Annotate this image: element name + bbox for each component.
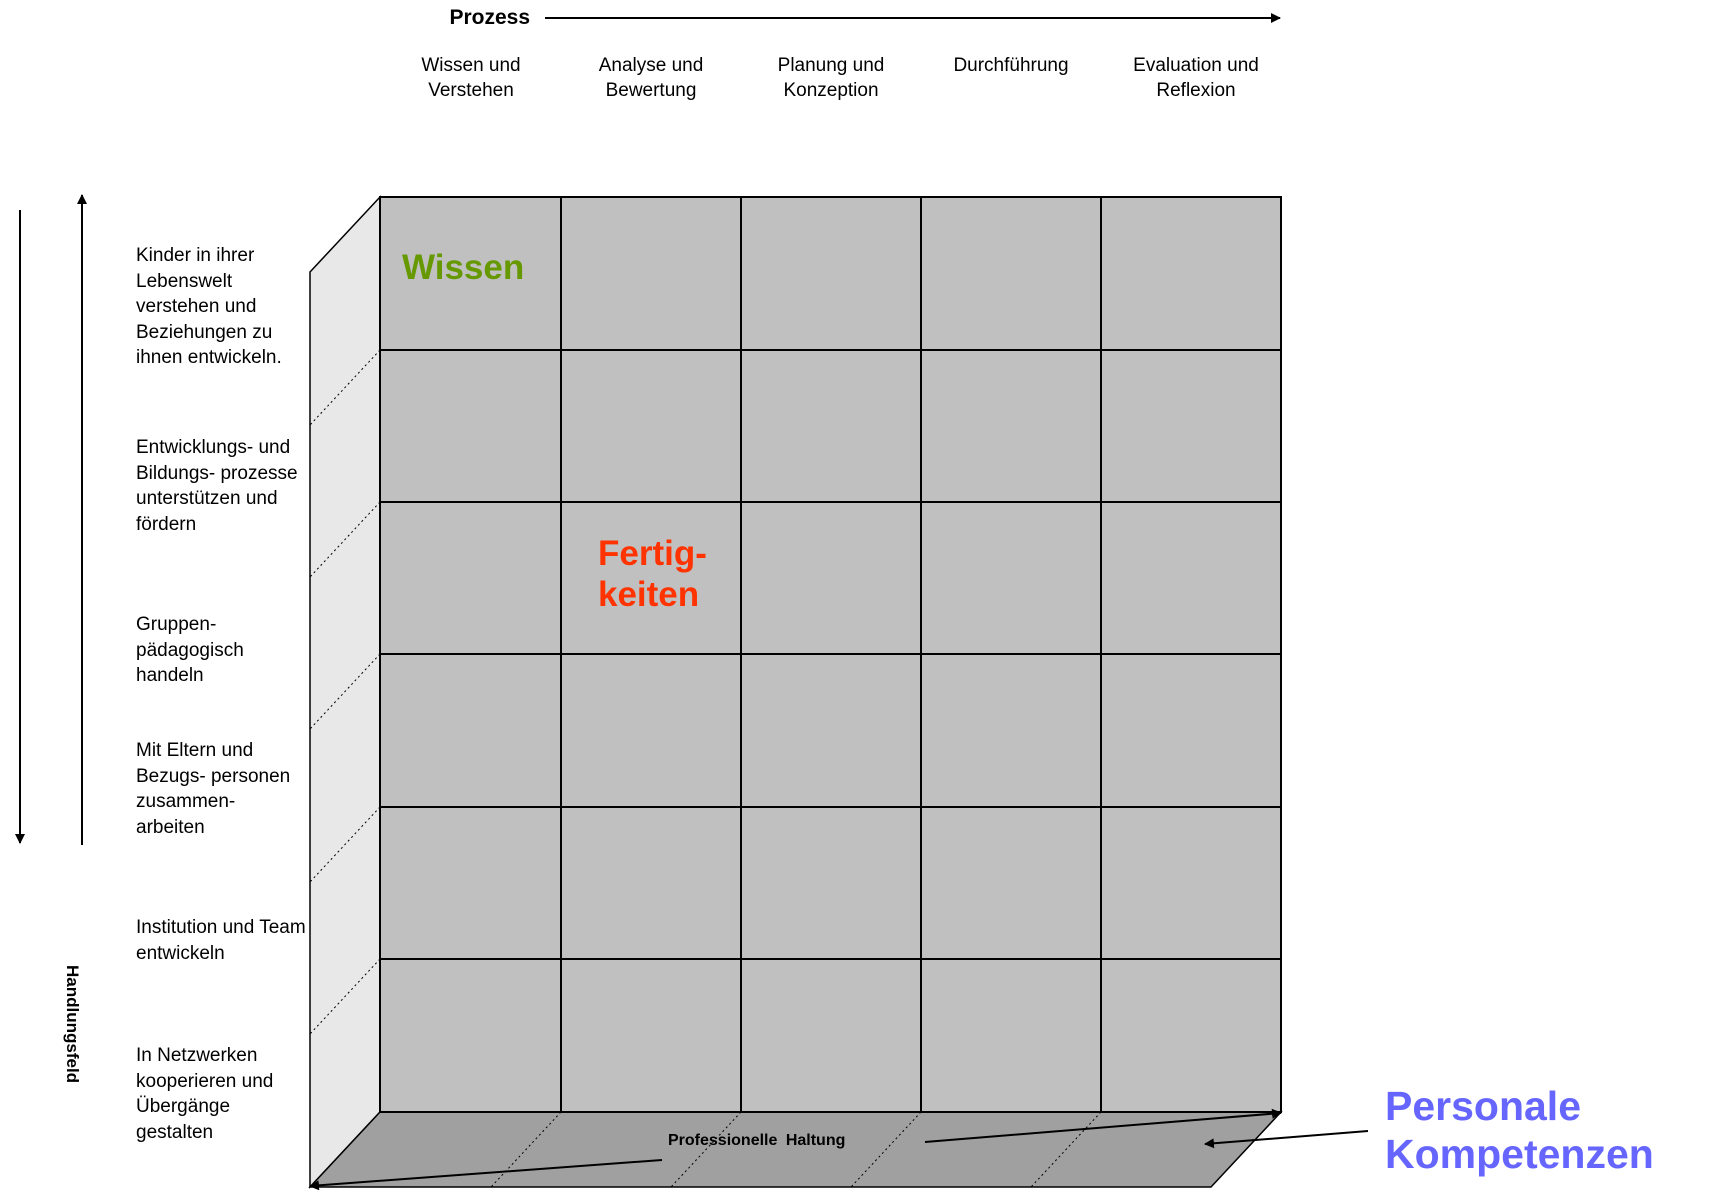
process-column-label: Durchführung [953,55,1069,76]
field-row-label: In Netzwerken kooperieren und Übergänge … [136,1045,274,1143]
personal-arrow [1204,1130,1369,1149]
process-column-label: Planung und Konzeption [777,55,885,101]
field-row-label: Institution und Team entwickeln [136,917,306,964]
field-row-label: Mit Eltern und Bezugs- personen zusammen… [136,740,291,838]
personal-competence-label: Personale Kompetenzen [1385,1083,1654,1177]
field-row-label: Gruppen- pädagogisch handeln [136,614,244,686]
wissen-label: Wissen [402,248,525,287]
process-column-label: Analyse und Bewertung [598,55,704,101]
process-column-label: Evaluation und Reflexion [1133,55,1259,101]
haltung-arrow-left [309,1159,663,1190]
haltung-arrow-right [924,1108,1282,1143]
depth-lines [309,349,1102,1188]
process-column-label: Wissen und Verstehen [421,55,521,101]
field-row-label: Entwicklungs- und Bildungs- prozesse unt… [136,437,298,535]
field-axis-title: Handlungsfeld [63,965,82,1084]
field-row-label: Kinder in ihrer Lebenswelt verstehen und… [136,245,282,368]
process-axis-title: Prozess [449,6,530,29]
fertigkeiten-label: Fertig- keiten [598,534,707,614]
haltung-label: Professionelle Haltung [668,1132,846,1149]
cube-grid [380,197,1281,1112]
